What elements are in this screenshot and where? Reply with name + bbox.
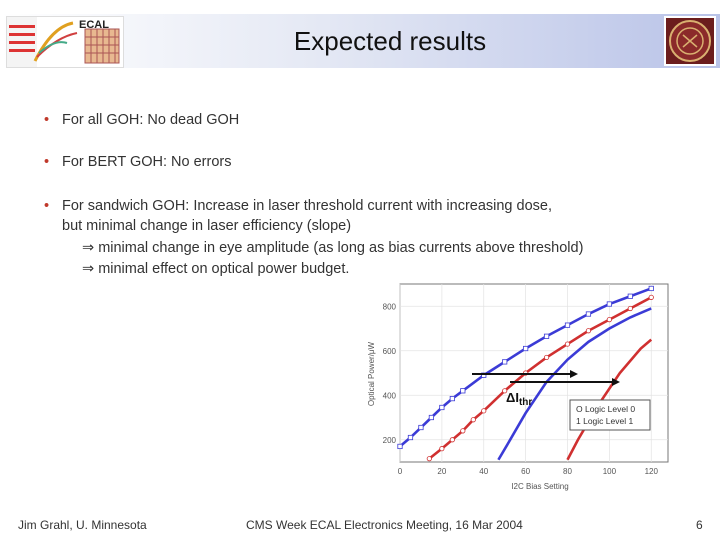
data-point bbox=[397, 443, 403, 450]
y-tick-label: 200 bbox=[383, 436, 397, 445]
footer-event: CMS Week ECAL Electronics Meeting, 16 Ma… bbox=[246, 518, 523, 532]
bullet-continuation: but minimal change in laser efficiency (… bbox=[62, 218, 352, 234]
threshold-shift-arrow bbox=[472, 370, 620, 386]
page-title: Expected results bbox=[293, 26, 487, 56]
data-point bbox=[523, 345, 529, 352]
data-point bbox=[585, 328, 592, 334]
implies-icon: ⇒ bbox=[82, 240, 95, 256]
data-point bbox=[627, 305, 633, 312]
data-point bbox=[407, 434, 414, 441]
university-seal-icon bbox=[664, 16, 716, 66]
data-point bbox=[564, 322, 571, 328]
implies-icon: ⇒ bbox=[82, 261, 95, 277]
data-point bbox=[428, 414, 435, 421]
y-axis-label: Optical Power/μW bbox=[367, 341, 376, 406]
data-point bbox=[449, 437, 455, 443]
data-point bbox=[648, 294, 654, 300]
page-number: 6 bbox=[696, 518, 703, 532]
data-point bbox=[543, 354, 550, 361]
data-point bbox=[564, 341, 571, 347]
series-line bbox=[399, 287, 652, 448]
y-tick-label: 800 bbox=[383, 302, 397, 311]
data-point bbox=[460, 428, 466, 434]
chart-svg: 200 400 600 800 0 20 40 60 80 100 120 Optical Powe… bbox=[360, 280, 672, 494]
data-point bbox=[439, 404, 445, 411]
legend-entry: 1 Logic Level 1 bbox=[576, 416, 633, 426]
x-axis-label: I2C Bias Setting bbox=[511, 482, 568, 491]
x-tick-label: 40 bbox=[479, 467, 488, 476]
x-tick-label: 0 bbox=[398, 467, 403, 476]
data-point bbox=[439, 446, 445, 452]
data-point bbox=[426, 456, 432, 462]
chart-legend: O Logic Level 0 1 Logic Level 1 bbox=[569, 399, 651, 431]
footer-author: Jim Grahl, U. Minnesota bbox=[18, 518, 147, 532]
optical-power-chart: 200 400 600 800 0 20 40 60 80 100 120 Optical Powe… bbox=[360, 280, 672, 494]
data-point bbox=[606, 301, 612, 307]
data-point bbox=[543, 333, 550, 339]
x-tick-label: 120 bbox=[645, 467, 659, 476]
data-point bbox=[627, 293, 633, 299]
data-point bbox=[585, 311, 592, 317]
delta-ithr-label: ΔIthr bbox=[506, 390, 532, 408]
data-point bbox=[648, 285, 654, 292]
x-tick-label: 60 bbox=[521, 467, 530, 476]
legend-entry: O Logic Level 0 bbox=[576, 404, 635, 414]
x-tick-label: 80 bbox=[563, 467, 572, 476]
series-line bbox=[566, 338, 653, 461]
x-tick-label: 20 bbox=[437, 467, 446, 476]
y-tick-label: 600 bbox=[383, 347, 397, 356]
data-point bbox=[502, 359, 508, 365]
data-point bbox=[470, 417, 476, 423]
y-tick-label: 400 bbox=[383, 391, 397, 400]
data-point bbox=[502, 388, 508, 394]
data-point bbox=[460, 388, 466, 394]
data-point bbox=[418, 424, 424, 431]
data-point bbox=[481, 408, 487, 414]
implication-line: ⇒ minimal change in eye amplitude (as lo… bbox=[82, 240, 584, 256]
x-tick-label: 100 bbox=[603, 467, 617, 476]
cms-logo-icon bbox=[7, 17, 120, 67]
ecal-logo-label: ECAL bbox=[79, 19, 109, 31]
data-point bbox=[606, 316, 612, 323]
series-line bbox=[497, 307, 652, 461]
implication-line: ⇒ minimal effect on optical power budget… bbox=[82, 261, 350, 277]
cms-ecal-logo: ECAL bbox=[6, 16, 124, 68]
data-point bbox=[449, 395, 455, 402]
